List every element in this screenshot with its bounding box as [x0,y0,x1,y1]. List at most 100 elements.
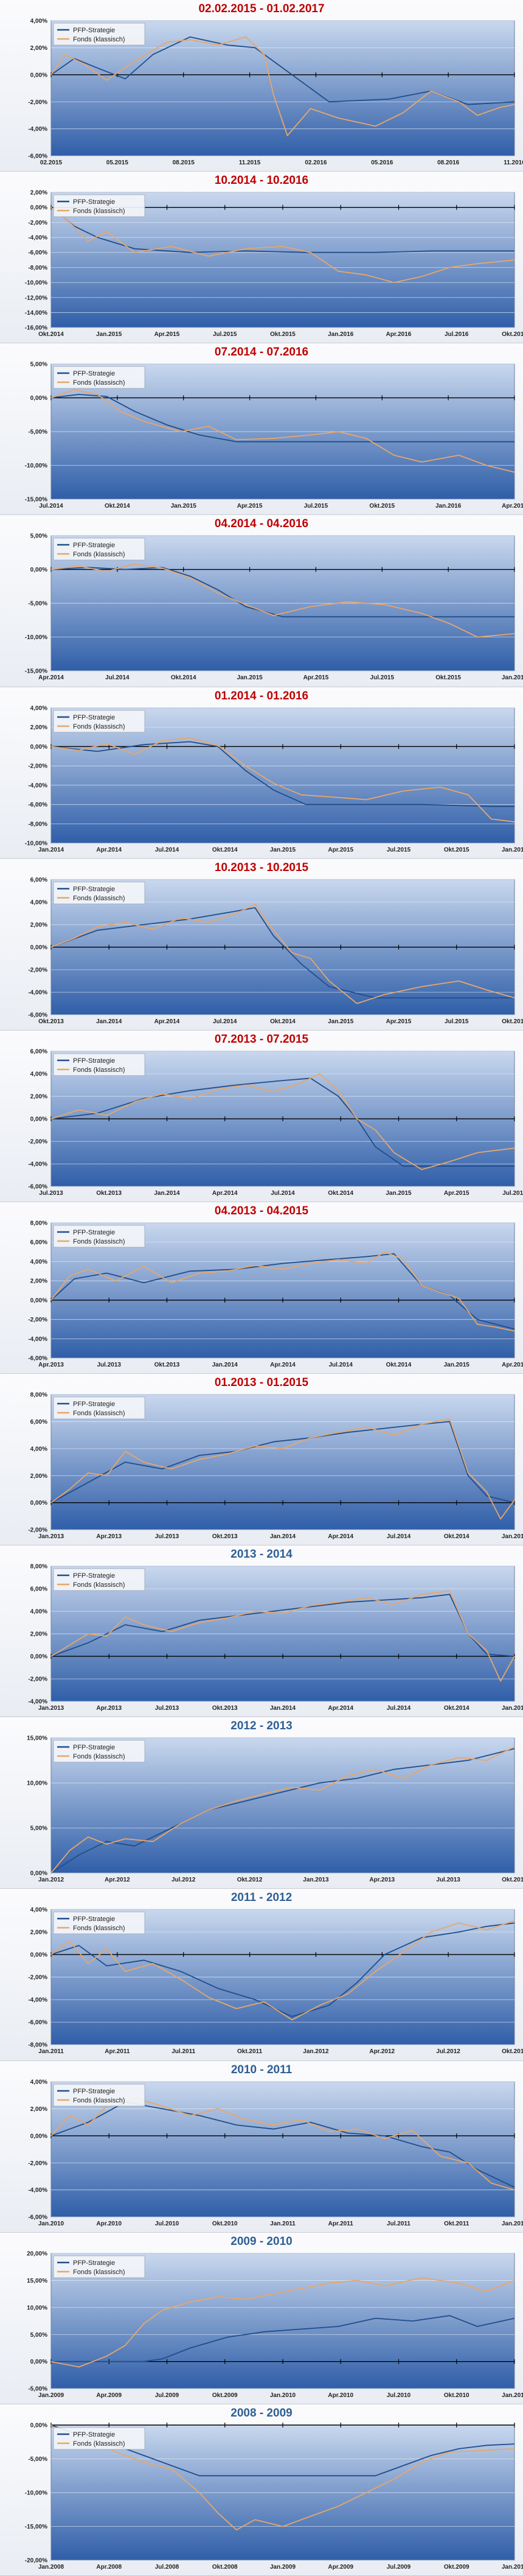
y-tick-label: 2,00% [30,2106,47,2113]
chart-panel: 2011 - 2012 4,00% 2,00% 0,00% -2,00% -4,00% -6… [0,1889,523,2061]
x-tick-label: Okt.2014 [386,1362,412,1368]
series-line-fund [50,737,515,822]
legend-label: PFP-Strategie [73,886,115,893]
y-tick-label: 2,00% [30,922,47,928]
series-line-strategy [51,2315,515,2362]
y-tick-label: -16,00% [25,325,47,332]
legend-box [53,1568,145,1591]
x-tick-label: Jan.2015 [237,675,263,682]
y-tick-label: 0,00% [30,1654,47,1661]
x-tick-label: Okt.2014 [105,503,130,509]
x-tick-label: Apr.2014 [38,675,64,682]
series-line-fund [50,207,515,284]
legend-box [53,710,145,732]
y-tick-label: 0,00% [30,72,47,79]
x-tick-label: Okt.2014 [38,331,64,338]
x-tick-label: Jul.2012 [436,2049,460,2056]
y-tick-label: 0,00% [30,1116,47,1122]
x-tick-label: Jul.2014 [271,1190,295,1197]
x-tick-label: Okt.2009 [212,2392,238,2399]
chart-svg: 4,00%2,00%0,00%-2,00%-4,00%-6,00%-8,00%J… [28,1907,523,2056]
x-tick-label: Jan.2009 [270,2564,296,2571]
y-tick-label: 2,00% [30,190,47,197]
y-tick-label: -4,00% [28,782,47,789]
chart-panel: 2010 - 2011 4,00% 2,00% 0,00% -2,00% -4,00% -6… [0,2060,523,2233]
series-line-fund [50,2424,515,2530]
legend-box [53,194,145,217]
y-tick-label: -2,00% [28,1975,47,1981]
y-tick-label: 2,00% [30,1473,47,1480]
series-line-fund [50,903,515,1004]
y-tick-label: 0,00% [30,2133,47,2140]
x-tick-label: Jan.2012 [303,2049,329,2056]
legend-label: Fonds (klassisch) [73,723,125,730]
x-tick-label: Jan.2008 [38,2564,64,2571]
legend-label: Fonds (klassisch) [73,36,125,43]
y-tick-label: 6,00% [30,1586,47,1593]
x-tick-label: Okt.2013 [38,1018,64,1025]
series-line-fund [50,36,515,136]
x-tick-label: Jan.2015 [270,847,296,853]
legend-label: Fonds (klassisch) [73,1581,125,1589]
y-tick-label: -10,00% [25,634,47,641]
y-tick-label: 2,00% [30,724,47,731]
x-tick-label: Jan.2015 [171,503,197,509]
y-tick-label: 2,00% [30,1631,47,1638]
y-tick-label: -6,00% [28,2214,47,2221]
chart-title: 10.2014 - 10.2016 [214,174,309,187]
chart-svg: 8,00%6,00%4,00%2,00%0,00%-2,00%-4,00%Jan… [28,1564,523,1712]
x-tick-label: Jan.2015 [444,1362,470,1368]
series-line-strategy [50,741,514,807]
legend-label: PFP-Strategie [73,2259,115,2267]
y-tick-label: 4,00% [30,899,47,906]
chart-title: 07.2013 - 07.2015 [214,1032,309,1046]
x-tick-label: Okt.2014 [444,1533,469,1540]
legend-box [53,2084,145,2106]
x-tick-label: Jul.2011 [387,2221,410,2227]
x-tick-label: Jan.2014 [270,1533,296,1540]
x-tick-label: Apr.2011 [328,2221,354,2227]
x-tick-label: Okt.2008 [212,2564,238,2571]
x-tick-label: Apr.2008 [96,2564,122,2571]
y-tick-label: 0,00% [30,1500,47,1507]
y-tick-label: -2,00% [28,967,47,973]
chart-panel: 07.2014 - 07.2016 5,00% 0,00% -5,00% -10,00%… [0,343,523,516]
legend-box [53,23,145,46]
y-tick-label: 5,00% [30,1825,47,1832]
y-tick-label: -2,00% [28,1527,47,1534]
x-tick-label: Apr.2012 [369,2049,395,2056]
series-line-strategy [50,2424,515,2477]
x-tick-label: Jan.2015 [502,1705,523,1712]
series-line-fund [50,1590,515,1682]
x-tick-label: Apr.2014 [328,1705,353,1712]
chart-panel: 04.2013 - 04.2015 8,00% 6,00% 4,00% 2,00% 0,0… [0,1202,523,1374]
chart-svg: 20,00%15,00%10,00%5,00%0,00%-5,00%Jan.20… [27,2250,523,2399]
series-line-strategy [50,394,514,443]
y-tick-label: 6,00% [30,877,47,883]
x-tick-label: Jul.2014 [329,1362,353,1368]
x-tick-label: Jul.2010 [155,2221,179,2227]
chart-svg: 2,00% 0,00% -2,00% -4,00% -6,00% -8,00% -10,00… [25,190,523,338]
y-tick-label: 4,00% [30,705,47,712]
x-tick-label: Jul.2014 [39,503,63,509]
y-tick-label: -5,00% [28,2456,47,2463]
y-tick-label: -4,00% [28,1699,47,1706]
legend-label: Fonds (klassisch) [73,1410,125,1417]
x-tick-label: 08.2015 [173,159,195,166]
legend-label: PFP-Strategie [73,1401,115,1408]
y-tick-label: 0,00% [30,944,47,951]
x-tick-label: Apr.2009 [328,2564,353,2571]
legend-box [53,1225,145,1248]
chart-panel: 01.2014 - 01.2016 4,00% 2,00% 0,00% -2,00% -4… [0,687,523,859]
y-tick-label: 4,00% [30,2079,47,2085]
y-tick-label: -14,00% [25,310,47,317]
y-tick-label: 4,00% [30,18,47,25]
x-tick-label: Apr.2010 [96,2221,122,2227]
chart-svg: 4,00% 2,00% 0,00% -2,00% -4,00% -6,00%02.2015… [28,18,523,167]
x-tick-label: 05.2015 [106,159,129,166]
y-tick-label: -4,00% [28,1336,47,1343]
x-tick-label: Apr.2014 [154,1018,180,1025]
y-tick-label: 6,00% [30,1048,47,1055]
chart-title: 2008 - 2009 [230,2406,293,2420]
x-tick-label: Jan.2014 [154,1190,180,1197]
